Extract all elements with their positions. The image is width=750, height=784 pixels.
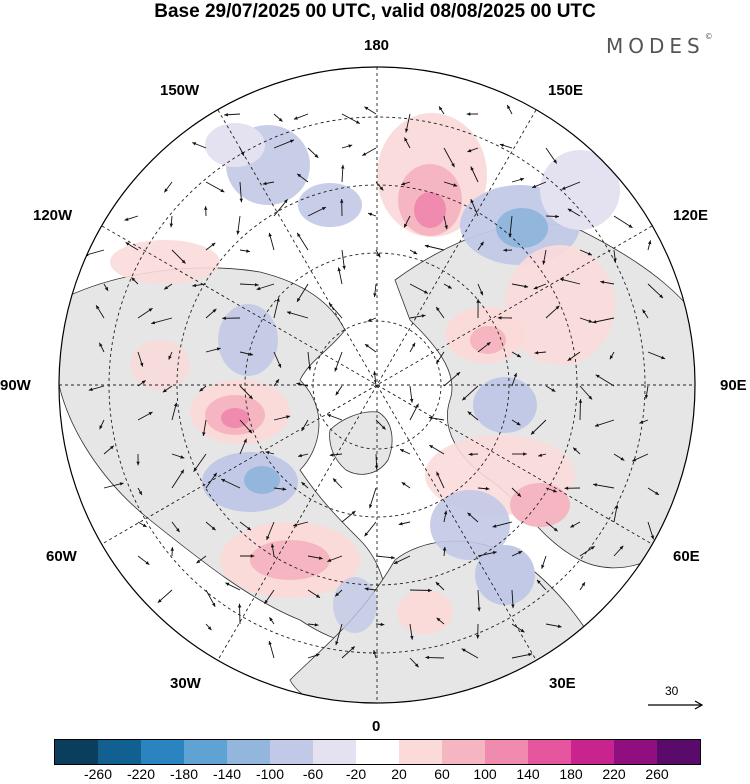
colorbar-tick-label: -180	[170, 766, 198, 782]
lon-label-60w: 60W	[46, 548, 77, 566]
colorbar-tick-label: 20	[391, 766, 407, 782]
colorbar-cell	[227, 740, 270, 764]
polar-map	[0, 0, 750, 735]
colorbar-cell	[356, 740, 399, 764]
colorbar-tick-label: -260	[84, 766, 112, 782]
colorbar-tick-label: 180	[559, 766, 582, 782]
colorbar-cell	[98, 740, 141, 764]
colorbar-tick-label: 60	[434, 766, 450, 782]
lon-label-60e: 60E	[673, 548, 700, 566]
lon-label-120e: 120E	[673, 207, 708, 225]
colorbar-cell	[55, 740, 98, 764]
colorbar-cell	[184, 740, 227, 764]
lon-label-90w: 90W	[0, 377, 31, 395]
colorbar	[54, 739, 701, 765]
colorbar-cell	[141, 740, 184, 764]
lon-label-0: 0	[372, 718, 380, 736]
lon-label-180: 180	[364, 37, 389, 55]
colorbar-cell	[528, 740, 571, 764]
colorbar-cell	[270, 740, 313, 764]
colorbar-tick-label: -20	[346, 766, 366, 782]
colorbar-cell	[614, 740, 657, 764]
lon-label-150w: 150W	[160, 82, 199, 100]
colorbar-tick-label: 140	[516, 766, 539, 782]
colorbar-tick-label: 220	[602, 766, 625, 782]
colorbar-tick-label: 260	[645, 766, 668, 782]
colorbar-cell	[657, 740, 700, 764]
lon-label-90e: 90E	[720, 377, 747, 395]
colorbar-cell	[571, 740, 614, 764]
lon-label-30e: 30E	[549, 675, 576, 693]
lon-label-120w: 120W	[33, 207, 72, 225]
colorbar-tick-label: -140	[213, 766, 241, 782]
lon-label-150e: 150E	[548, 82, 583, 100]
colorbar-labels: -260 -220 -180 -140 -100 -60 -20 20 60 100 140 180 2…	[0, 766, 750, 784]
map-disc	[0, 0, 750, 735]
vector-scale-arrow	[647, 698, 707, 712]
colorbar-cell	[442, 740, 485, 764]
colorbar-cell	[399, 740, 442, 764]
colorbar-cell	[485, 740, 528, 764]
colorbar-tick-label: -60	[303, 766, 323, 782]
lon-label-30w: 30W	[170, 675, 201, 693]
colorbar-tick-label: -100	[256, 766, 284, 782]
colorbar-tick-label: -220	[127, 766, 155, 782]
colorbar-cell	[313, 740, 356, 764]
colorbar-tick-label: 100	[473, 766, 496, 782]
vector-scale-label: 30	[665, 684, 678, 698]
